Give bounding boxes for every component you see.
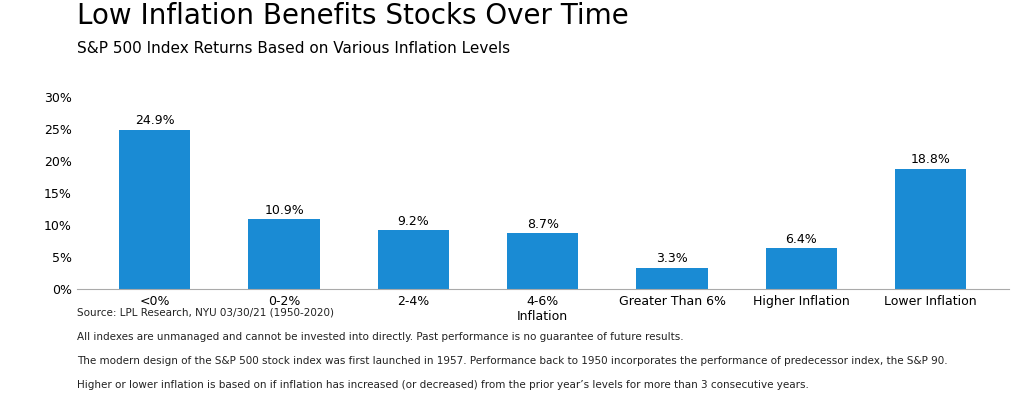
Text: 10.9%: 10.9% xyxy=(264,204,304,217)
Bar xyxy=(895,169,967,289)
Text: 9.2%: 9.2% xyxy=(397,215,429,228)
Bar xyxy=(507,233,579,289)
Text: 8.7%: 8.7% xyxy=(526,218,559,231)
Text: 6.4%: 6.4% xyxy=(785,233,817,246)
Text: The modern design of the S&P 500 stock index was first launched in 1957. Perform: The modern design of the S&P 500 stock i… xyxy=(77,356,947,366)
Text: 3.3%: 3.3% xyxy=(656,252,688,266)
Text: Source: LPL Research, NYU 03/30/21 (1950-2020): Source: LPL Research, NYU 03/30/21 (1950… xyxy=(77,308,334,318)
Text: S&P 500 Index Returns Based on Various Inflation Levels: S&P 500 Index Returns Based on Various I… xyxy=(77,41,510,56)
Bar xyxy=(119,130,190,289)
Text: Higher or lower inflation is based on if inflation has increased (or decreased) : Higher or lower inflation is based on if… xyxy=(77,380,809,389)
Text: 24.9%: 24.9% xyxy=(135,114,174,127)
Bar xyxy=(249,219,319,289)
Bar xyxy=(637,268,708,289)
Text: Low Inflation Benefits Stocks Over Time: Low Inflation Benefits Stocks Over Time xyxy=(77,2,629,30)
Bar xyxy=(766,248,837,289)
Bar xyxy=(378,230,449,289)
Text: 18.8%: 18.8% xyxy=(910,153,950,166)
Text: All indexes are unmanaged and cannot be invested into directly. Past performance: All indexes are unmanaged and cannot be … xyxy=(77,332,683,342)
